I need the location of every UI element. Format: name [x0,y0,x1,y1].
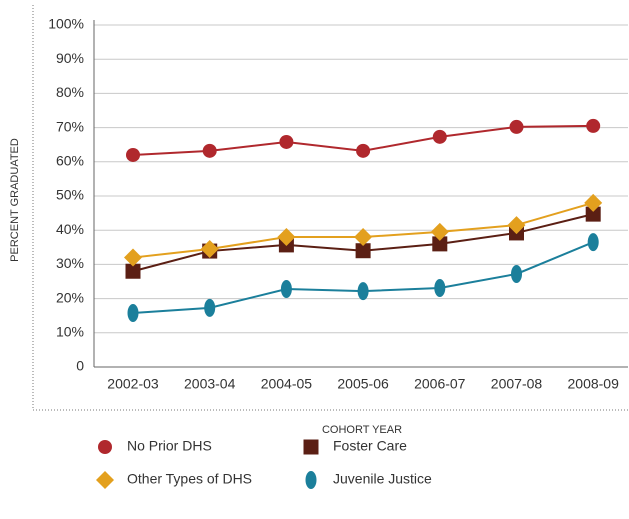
point [509,119,524,134]
point [584,193,603,212]
point [126,147,140,162]
x-tick-label: 2002-03 [107,376,159,392]
legend-marker [98,440,112,454]
legend-label: No Prior DHS [127,438,212,454]
point [277,228,296,247]
x-tick-label: 2007-08 [491,376,543,392]
legend-label: Foster Care [333,438,407,454]
point [356,143,371,158]
point [200,240,219,259]
y-tick-label: 40% [56,221,84,237]
y-axis-title: PERCENT GRADUATED [9,138,21,262]
point [204,298,216,317]
point [357,282,369,301]
x-tick-label: 2004-05 [261,376,313,392]
point [279,134,294,149]
legend-marker [305,471,317,489]
y-tick-label: 70% [56,118,84,134]
legend-label: Juvenile Justice [333,471,432,487]
x-tick-label: 2005-06 [337,376,389,392]
point [280,280,292,299]
point [434,278,446,297]
y-tick-label: 50% [56,187,84,203]
y-tick-label: 0 [76,358,84,374]
y-tick-label: 20% [56,289,84,305]
point [127,303,139,322]
point [354,228,373,247]
point [587,233,599,252]
y-tick-label: 80% [56,84,84,100]
point [125,263,141,279]
point [355,243,371,259]
point [124,248,142,267]
x-tick-label: 2003-04 [184,376,236,392]
y-tick-label: 90% [56,50,84,66]
point [507,216,526,235]
point [511,264,522,283]
y-tick-label: 60% [56,153,84,169]
legend-marker [303,439,319,455]
point [586,118,601,133]
point [432,236,448,252]
x-tick-label: 2006-07 [414,376,466,392]
y-tick-label: 30% [56,255,84,271]
y-tick-label: 100% [48,16,84,32]
point [585,206,601,222]
x-axis-title: COHORT YEAR [322,424,402,436]
legend-label: Other Types of DHS [127,471,252,487]
y-tick-label: 10% [56,324,84,340]
point [432,129,447,144]
point [202,143,217,158]
legend-marker [96,471,114,489]
point [430,222,449,241]
x-tick-label: 2008-09 [568,376,620,392]
